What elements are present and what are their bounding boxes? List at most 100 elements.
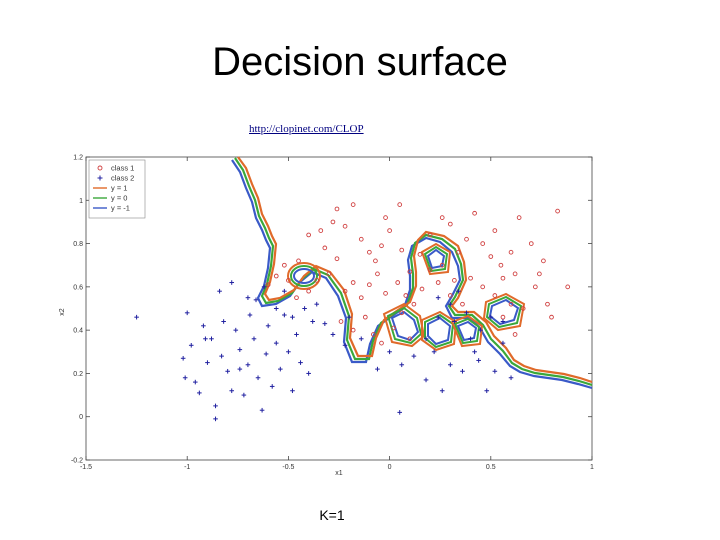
class1-point [468,275,473,281]
class2-point [286,349,291,355]
class1-point [407,336,413,342]
source-link[interactable]: http://clopinet.com/CLOP [249,123,364,135]
x-tick-label: -1 [184,464,190,471]
class1-point [439,262,445,268]
class1-point [294,295,299,301]
contour-y-pos1-island-left [287,262,321,290]
class2-point [435,295,441,300]
class2-point [397,410,403,415]
class2-point [478,327,483,333]
class2-point [472,349,477,355]
legend-label-y-pos1: y = 1 [111,184,127,193]
k-caption: K=1 [319,507,345,523]
class1-point [403,293,409,298]
class2-point [310,319,315,324]
class1-point [342,288,348,294]
class1-point [512,332,518,337]
class1-point [391,325,396,331]
class2-point [500,340,506,346]
class2-point [209,336,214,342]
class2-point [182,375,188,381]
x-tick-label: -0.5 [282,464,294,471]
class1-point [350,202,356,207]
y-tick-label: -0.2 [71,458,83,465]
class1-point [367,249,372,255]
class2-point [251,336,257,342]
class2-point [134,314,139,320]
class2-point [484,388,490,394]
contour-y-zero-island-b [424,313,455,349]
class1-point [565,284,571,290]
legend: class 1 class 2 y = 1 y = 0 y = -1 [88,159,146,219]
class2-point [184,310,190,316]
class2-point [298,360,303,365]
class1-point [427,232,433,238]
class1-point [358,236,364,242]
class1-point [417,252,423,257]
class2-point [448,301,453,307]
class1-point [480,284,486,290]
class2-point [302,306,307,311]
contour-y-neg1-island-right [488,298,520,326]
class1-point [399,247,405,253]
class2-point [205,360,210,365]
class2-point [282,288,287,294]
contour-y-neg1-island-c [456,320,478,342]
legend-marker-class1 [97,165,103,171]
class1-point [306,288,311,294]
class1-point [456,249,461,255]
class1-point [447,293,453,298]
class2-point [265,323,271,329]
class2-point [269,384,275,389]
class2-point [439,388,445,394]
contour-y-neg1-island-top [426,248,446,270]
class2-point [229,280,235,285]
class1-point [492,293,498,298]
class1-point [488,254,494,259]
class2-point [259,407,265,413]
class1-point [399,310,405,316]
class2-point [263,351,269,357]
class1-point [387,228,392,233]
class2-point [423,336,429,342]
class2-point [188,342,194,348]
class2-point [213,416,218,422]
x-tick-label: 0.5 [486,464,496,471]
class1-point [383,291,388,296]
class1-point [338,319,344,324]
contour-y-zero-island-c [453,317,481,345]
class1-point [379,243,384,249]
class2-point [411,353,417,359]
contour-y-zero-island-right [485,295,523,329]
class1-point [334,256,340,262]
contour-y-zero-island-left [290,265,318,287]
class2-point [306,371,311,376]
class1-point [411,301,417,307]
class2-point [423,377,429,383]
class1-point [492,228,498,233]
class1-point [373,258,378,264]
class1-point [375,271,380,277]
plot-frame [85,156,593,461]
class1-point [464,236,469,242]
class2-point [488,314,494,320]
class2-point [476,358,481,363]
class1-point [362,314,368,320]
class2-point [290,388,295,394]
class1-point [537,271,542,277]
y-tick-label: 0.2 [73,371,83,378]
boundary-island-right [482,292,526,332]
class1-point [472,210,477,216]
class2-point [278,366,283,372]
legend-label-y-zero: y = 0 [111,194,127,203]
x-tick-label: -1.5 [80,464,92,471]
class1-point [334,206,340,212]
class1-point [508,301,514,307]
boundary-island-b [421,310,458,352]
class1-point [508,249,514,255]
class1-point [528,241,534,246]
class2-point [464,310,469,316]
boundary-island-c [450,314,484,348]
class1-point [286,278,291,283]
